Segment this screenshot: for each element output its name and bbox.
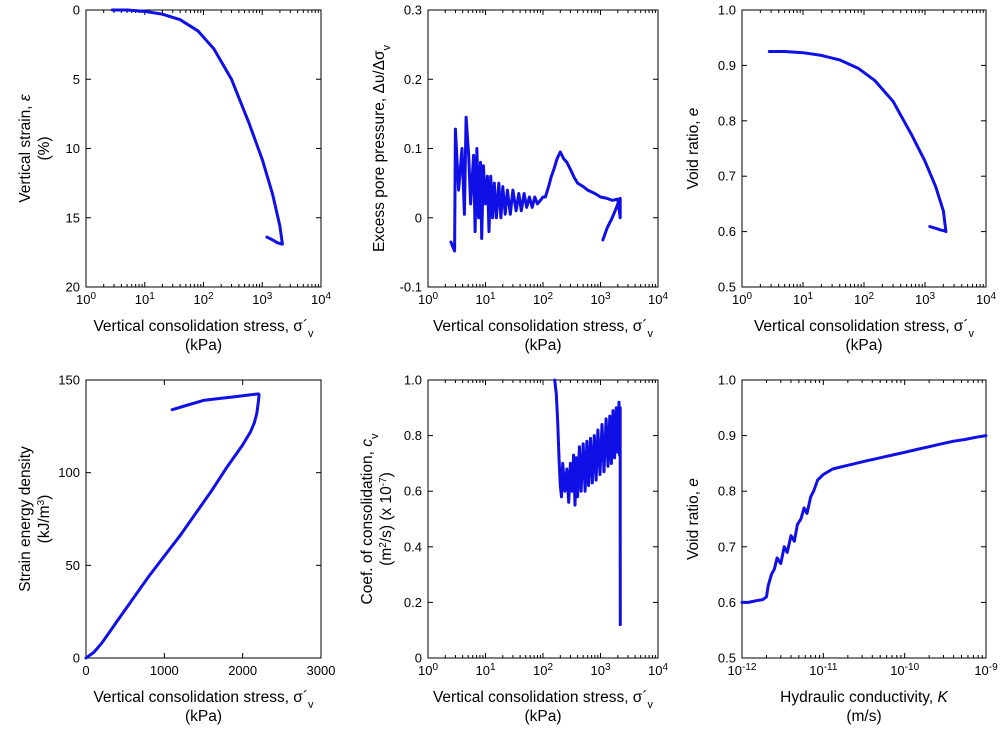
panel-void2: 10-12 10-11 10-10 10-9 0.5 0.6 0.7 0.8 0.9 1.0 Hyd… bbox=[685, 373, 998, 726]
plot-frame bbox=[741, 379, 987, 659]
x-tick-label: 102 bbox=[533, 662, 553, 679]
y-tick-label: 1.0 bbox=[718, 373, 736, 388]
y-axis-label: Excess pore pressure, Δυ/Δσv bbox=[371, 44, 393, 252]
x-tick-label: 100 bbox=[76, 291, 96, 308]
y-tick-label: 0.6 bbox=[718, 224, 736, 239]
data-series-line bbox=[740, 434, 988, 604]
x-tick-label: 102 bbox=[854, 291, 874, 308]
x-axis-label: (kPa) bbox=[524, 337, 561, 354]
data-series-line bbox=[553, 378, 622, 627]
y-tick-label: 10 bbox=[66, 141, 80, 156]
y-tick-label: 0 bbox=[73, 3, 80, 18]
y-tick-label: 5 bbox=[73, 72, 80, 87]
y-tick-label: 0.3 bbox=[404, 3, 422, 18]
y-axis-label: Coef. of consolidation, cv bbox=[359, 433, 381, 604]
x-tick-label: 104 bbox=[648, 291, 668, 308]
x-tick-label: 103 bbox=[590, 662, 610, 679]
x-axis-label: (m/s) bbox=[846, 708, 881, 725]
x-axis-label: (kPa) bbox=[845, 337, 882, 354]
x-tick-label: 2000 bbox=[228, 663, 257, 678]
x-tick-label: 101 bbox=[793, 291, 813, 308]
plot-frame bbox=[427, 379, 659, 659]
x-axis-label: (kPa) bbox=[185, 337, 222, 354]
x-axis-label: Vertical consolidation stress, σ´v bbox=[93, 689, 314, 711]
y-tick-label: 0.8 bbox=[718, 113, 736, 128]
x-tick-label: 101 bbox=[135, 291, 155, 308]
y-tick-label: 0.8 bbox=[718, 484, 736, 499]
y-axis-label: (kJ/m3) bbox=[36, 495, 54, 544]
x-tick-label: 10-9 bbox=[974, 662, 998, 679]
x-tick-label: 104 bbox=[976, 291, 996, 308]
x-tick-label: 102 bbox=[193, 291, 213, 308]
y-tick-label: 100 bbox=[58, 465, 80, 480]
y-tick-label: 0.6 bbox=[404, 484, 422, 499]
y-axis-label: (%) bbox=[36, 136, 53, 160]
y-tick-label: 0.5 bbox=[718, 280, 736, 295]
x-axis-label: Vertical consolidation stress, σ´v bbox=[93, 318, 314, 340]
y-tick-label: 0.9 bbox=[718, 428, 736, 443]
x-tick-label: 100 bbox=[418, 291, 438, 308]
x-axis-label: Vertical consolidation stress, σ´v bbox=[433, 318, 654, 340]
y-tick-label: -0.1 bbox=[400, 280, 422, 295]
y-tick-label: 20 bbox=[66, 280, 80, 295]
y-tick-label: 0.2 bbox=[404, 595, 422, 610]
x-tick-label: 3000 bbox=[307, 663, 336, 678]
x-axis-label: Vertical consolidation stress, σ´v bbox=[433, 689, 654, 711]
panel-cv: 100 101 102 103 104 0 0.2 0.4 0.6 0.8 1.0 Vertical … bbox=[359, 373, 668, 726]
panel-pore: 100 101 102 103 104 -0.1 0 0.1 0.2 0.3 Vertical co… bbox=[371, 3, 668, 355]
y-axis-label: Void ratio, e bbox=[685, 478, 702, 560]
x-tick-label: 100 bbox=[732, 291, 752, 308]
x-tick-label: 1000 bbox=[150, 663, 179, 678]
y-tick-label: 0.4 bbox=[404, 539, 422, 554]
data-series-line bbox=[449, 115, 622, 253]
plot-frame bbox=[85, 379, 322, 659]
panel-energy: 0 1000 2000 3000 0 50 100 150 Vertical consolida… bbox=[17, 373, 335, 726]
y-axis-label: Void ratio, e bbox=[685, 107, 702, 189]
x-tick-label: 104 bbox=[311, 291, 331, 308]
x-tick-label: 100 bbox=[418, 662, 438, 679]
panel-void1: 100 101 102 103 104 0.5 0.6 0.7 0.8 0.9 1.0 Vertica… bbox=[685, 3, 996, 355]
x-tick-label: 102 bbox=[533, 291, 553, 308]
y-tick-label: 0.8 bbox=[404, 428, 422, 443]
x-tick-label: 103 bbox=[915, 291, 935, 308]
y-tick-label: 50 bbox=[66, 558, 80, 573]
x-tick-label: 101 bbox=[475, 291, 495, 308]
data-series-line bbox=[767, 50, 948, 234]
panel-strain: 100 101 102 103 104 0 5 10 15 20 Vertical consolid… bbox=[17, 3, 331, 355]
y-axis-label: Strain energy density bbox=[17, 446, 34, 592]
y-tick-label: 0.7 bbox=[718, 169, 736, 184]
y-tick-label: 0 bbox=[415, 210, 422, 225]
x-tick-label: 101 bbox=[475, 662, 495, 679]
x-axis-label: Hydraulic conductivity, K bbox=[780, 689, 948, 706]
y-tick-label: 0 bbox=[415, 651, 422, 666]
x-tick-label: 103 bbox=[590, 291, 610, 308]
y-axis-label: Vertical strain, ε bbox=[17, 94, 34, 203]
y-axis-label: (m2/s) (x 10-7) bbox=[378, 472, 396, 566]
x-tick-label: 10-11 bbox=[809, 662, 838, 679]
plot-frame bbox=[85, 9, 322, 288]
y-tick-label: 0.2 bbox=[404, 72, 422, 87]
x-axis-label: Vertical consolidation stress, σ´v bbox=[754, 318, 975, 340]
x-axis-label: (kPa) bbox=[185, 708, 222, 725]
data-series-line bbox=[84, 392, 261, 660]
x-axis-label: (kPa) bbox=[524, 708, 561, 725]
x-tick-label: 10-10 bbox=[890, 662, 919, 679]
x-tick-label: 104 bbox=[648, 662, 668, 679]
x-tick-label: 103 bbox=[252, 291, 272, 308]
y-tick-label: 0.7 bbox=[718, 539, 736, 554]
y-tick-label: 0.6 bbox=[718, 595, 736, 610]
x-tick-label: 0 bbox=[82, 663, 89, 678]
y-tick-label: 1.0 bbox=[404, 373, 422, 388]
x-tick-label: 10-12 bbox=[728, 662, 757, 679]
y-tick-label: 0.1 bbox=[404, 141, 422, 156]
y-tick-label: 15 bbox=[66, 210, 80, 225]
y-tick-label: 0.9 bbox=[718, 58, 736, 73]
data-series-line bbox=[110, 8, 284, 246]
y-tick-label: 150 bbox=[58, 373, 80, 388]
y-tick-label: 1.0 bbox=[718, 3, 736, 18]
y-tick-label: 0 bbox=[73, 651, 80, 666]
y-tick-label: 0.5 bbox=[718, 651, 736, 666]
